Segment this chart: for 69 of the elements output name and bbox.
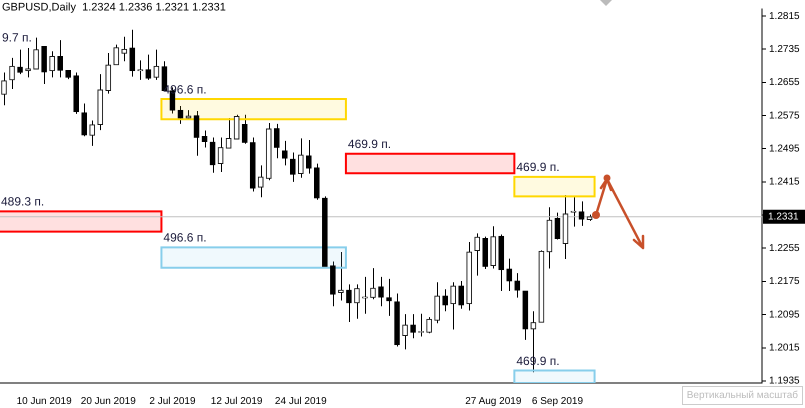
y-tick-label: 1.2015	[769, 342, 800, 354]
x-tick-label: 10 Jun 2019	[16, 396, 72, 407]
y-tick-label: 1.2735	[769, 44, 800, 55]
y-tick-label: 1.2415	[769, 176, 800, 188]
candlestick	[578, 200, 584, 226]
candlestick	[378, 276, 384, 307]
x-tick-label: 2 Jul 2019	[149, 396, 196, 407]
annotation: 9.7 п.	[2, 30, 32, 44]
band-label: 469.9 п.	[348, 137, 392, 152]
candlestick	[362, 276, 368, 314]
candlestick	[474, 232, 480, 276]
candlestick	[57, 40, 63, 78]
y-tick-label: 1.1935	[769, 376, 800, 387]
candlestick	[1, 72, 7, 106]
candlestick	[442, 288, 448, 312]
candlestick	[554, 212, 560, 240]
x-tick-label: 24 Jul 2019	[274, 396, 328, 407]
candlestick	[434, 282, 440, 324]
candlestick	[234, 114, 240, 140]
candlestick	[506, 258, 512, 292]
candlestick	[130, 29, 136, 78]
candlestick	[410, 314, 416, 339]
candlestick	[194, 110, 200, 156]
candlestick	[274, 123, 280, 159]
candlestick	[450, 282, 456, 330]
ref-line-label: 1.2331	[768, 211, 800, 222]
candlestick	[81, 103, 88, 137]
candlestick	[242, 114, 248, 144]
candlestick	[282, 140, 288, 166]
candlestick	[402, 314, 408, 350]
x-tick-label: 20 Jun 2019	[80, 396, 136, 407]
y-tick-label: 1.2495	[769, 143, 800, 154]
y-tick-label: 1.2175	[769, 276, 800, 288]
candlestick	[370, 268, 376, 300]
y-tick-label: 1.2095	[769, 309, 800, 320]
candlestick	[9, 57, 15, 90]
candlestick	[210, 137, 216, 174]
band-label: 496.6 п.	[163, 230, 207, 245]
y-tick-label: 1.2815	[769, 10, 800, 22]
y-tick-label: 1.2255	[769, 242, 800, 254]
y-tick-label: 1.2575	[769, 110, 800, 122]
band-label: 469.9 п.	[516, 160, 560, 174]
chart-title: GBPUSD,Daily 1.2324 1.2336 1.2321 1.2331	[2, 2, 226, 14]
candlestick	[202, 130, 208, 148]
candlestick	[178, 106, 184, 124]
candlestick	[298, 138, 304, 178]
candlestick	[226, 118, 232, 149]
candlestick	[33, 37, 39, 70]
candlestick	[154, 49, 160, 80]
y-tick-label: 1.2655	[769, 77, 800, 88]
candlestick	[17, 49, 23, 75]
candlestick	[49, 50, 55, 78]
candlestick	[426, 316, 432, 334]
candlestick	[458, 280, 464, 310]
x-tick-label: 27 Aug 2019	[465, 396, 522, 407]
x-tick-label: 12 Jul 2019	[210, 396, 263, 407]
candlestick	[346, 284, 352, 323]
candlestick	[514, 272, 520, 298]
candlestick	[306, 140, 312, 174]
candlestick	[146, 54, 152, 80]
candlestick	[258, 164, 264, 198]
candlestick	[290, 152, 296, 182]
candlestick	[113, 44, 120, 66]
band-label: 489.3 п.	[1, 194, 44, 209]
scale-button: Вертикальный масштаб	[682, 386, 803, 405]
candlestick	[354, 284, 360, 320]
candlestick	[89, 120, 96, 146]
candlestick	[218, 137, 224, 172]
x-tick-label: 6 Sep 2019	[532, 396, 584, 407]
